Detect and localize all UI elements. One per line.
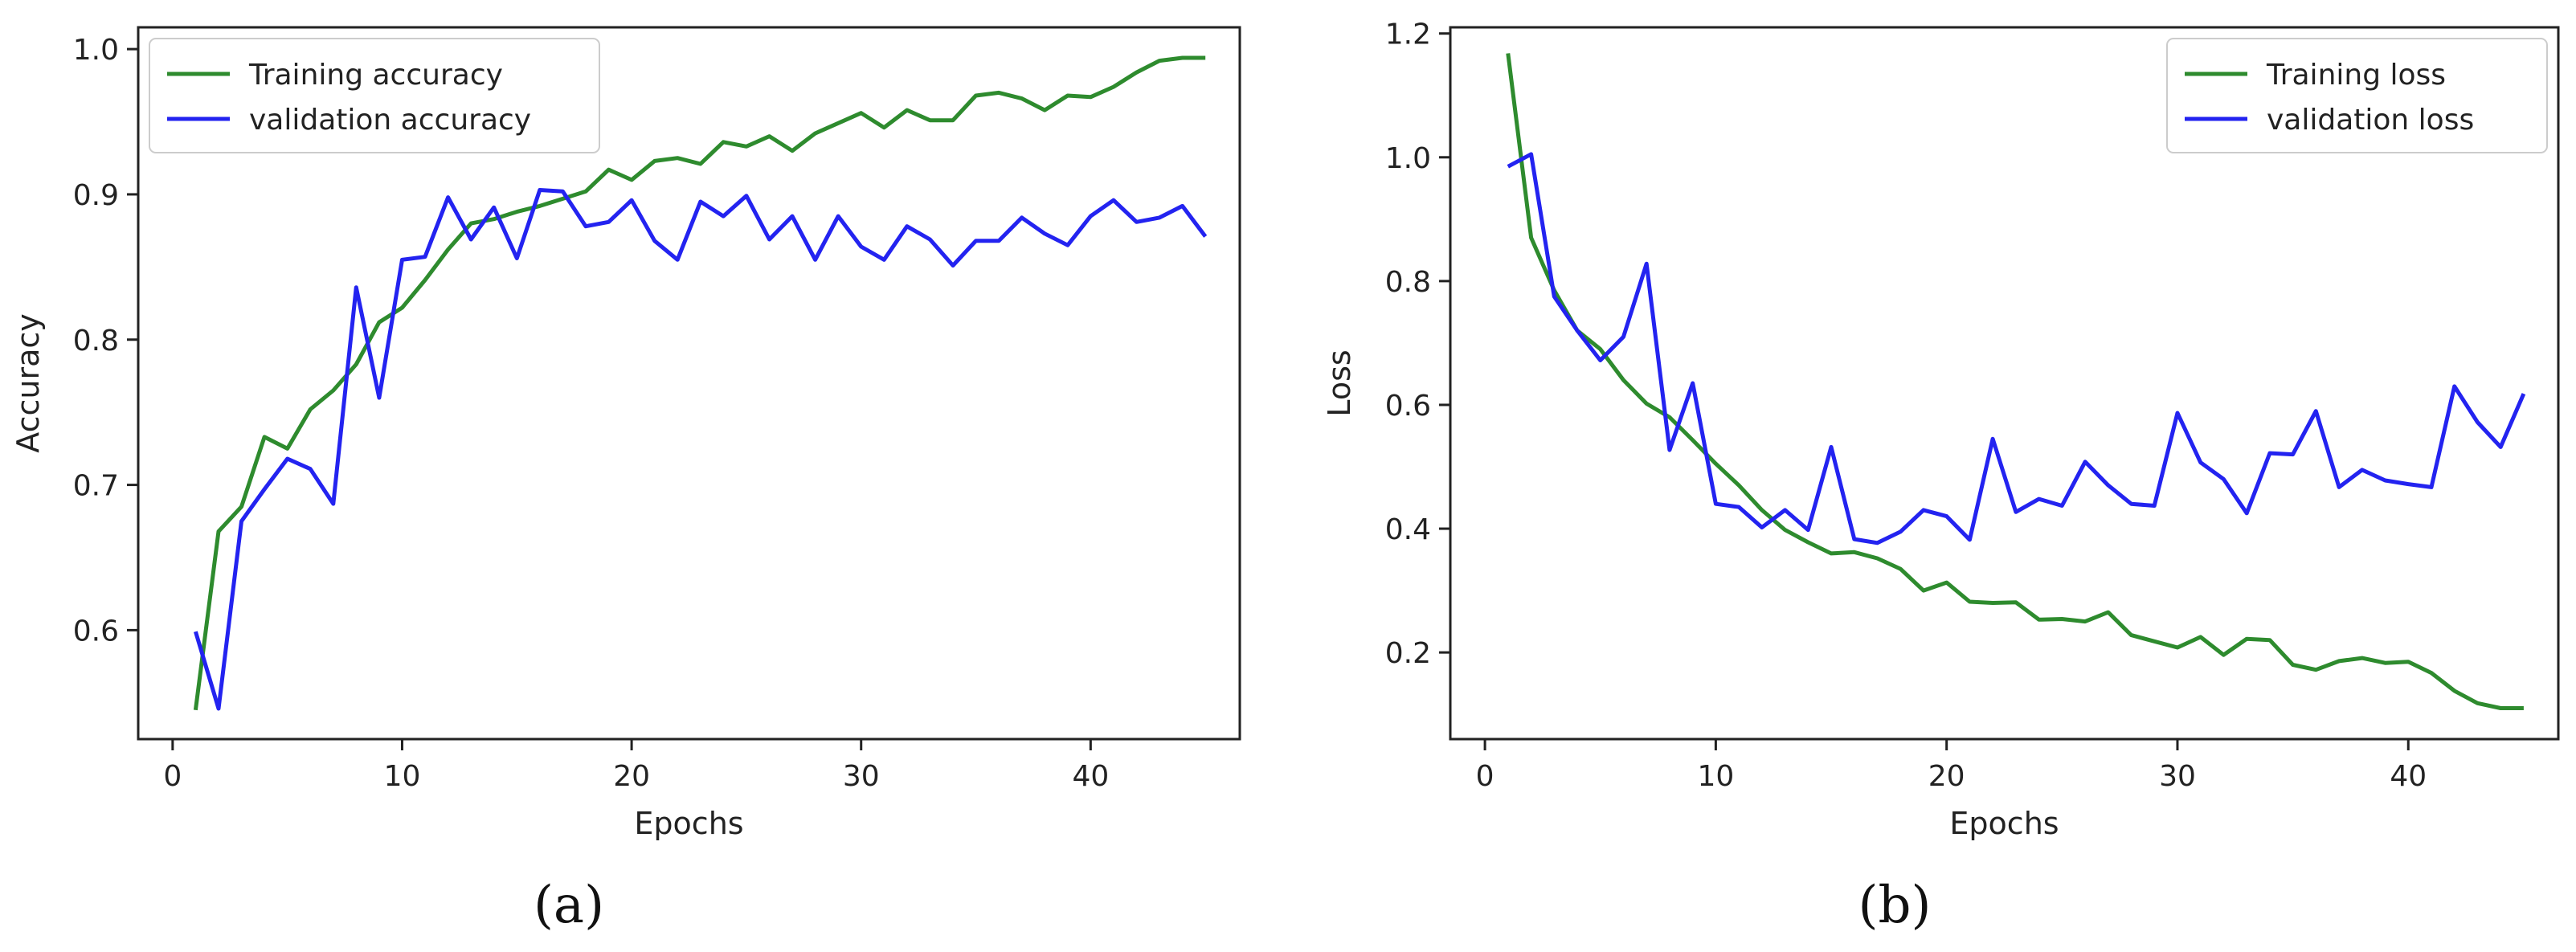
loss-x-tick-label: 40 bbox=[2390, 760, 2427, 793]
loss-x-tick-label: 30 bbox=[2159, 760, 2196, 793]
accuracy-legend-label: validation accuracy bbox=[249, 104, 531, 137]
loss-legend-label: validation loss bbox=[2267, 104, 2474, 137]
loss-x-tick-label: 20 bbox=[1928, 760, 1965, 793]
accuracy-x-tick-label: 0 bbox=[163, 760, 182, 793]
loss-x-tick-label: 10 bbox=[1697, 760, 1734, 793]
accuracy-chart: 0 10 20 30 40 0.6 0.7 0.8 0.9 1.0 Epochs Accuracy Tr… bbox=[10, 26, 1241, 841]
panel-label-a: (a) bbox=[534, 876, 604, 935]
loss-y-tick-label: 0.4 bbox=[1385, 513, 1431, 546]
loss-legend-box bbox=[2166, 38, 2548, 153]
loss-y-tick-label: 0.8 bbox=[1385, 266, 1431, 299]
accuracy-x-tick-label: 40 bbox=[1072, 760, 1109, 793]
loss-series-line-validation bbox=[1507, 152, 2526, 545]
loss-y-tick-label: 0.6 bbox=[1385, 390, 1431, 423]
accuracy-y-axis-label: Accuracy bbox=[10, 313, 46, 453]
loss-legend-label: Training loss bbox=[2266, 59, 2446, 92]
loss-y-tick-label: 1.2 bbox=[1385, 18, 1431, 51]
loss-axes-frame bbox=[1449, 26, 2560, 741]
loss-y-tick-label: 1.0 bbox=[1385, 142, 1431, 175]
accuracy-legend-box bbox=[149, 38, 600, 153]
accuracy-y-tick-label: 0.6 bbox=[73, 615, 119, 648]
accuracy-series-line-training bbox=[193, 55, 1206, 711]
loss-x-axis-label: Epochs bbox=[1949, 806, 2059, 841]
accuracy-x-axis-label: Epochs bbox=[634, 806, 743, 841]
accuracy-y-tick-label: 0.8 bbox=[73, 325, 119, 358]
loss-y-tick-label: 0.2 bbox=[1385, 637, 1431, 670]
accuracy-axes-frame bbox=[137, 26, 1241, 741]
accuracy-y-tick-label: 0.9 bbox=[73, 179, 119, 212]
accuracy-series-line-validation bbox=[194, 188, 1208, 711]
loss-y-axis-label: Loss bbox=[1322, 349, 1357, 416]
accuracy-x-tick-label: 20 bbox=[613, 760, 650, 793]
panel-label-b: (b) bbox=[1858, 876, 1932, 935]
accuracy-x-tick-label: 30 bbox=[843, 760, 880, 793]
accuracy-y-tick-label: 1.0 bbox=[73, 34, 119, 67]
loss-x-tick-label: 0 bbox=[1476, 760, 1494, 793]
accuracy-legend-label: Training accuracy bbox=[248, 59, 503, 92]
accuracy-y-tick-label: 0.7 bbox=[73, 470, 119, 503]
loss-chart: 0 10 20 30 40 0.2 0.4 0.6 0.8 1.0 1.2 Epochs Loss Tra… bbox=[1322, 18, 2560, 841]
accuracy-x-tick-label: 10 bbox=[384, 760, 421, 793]
